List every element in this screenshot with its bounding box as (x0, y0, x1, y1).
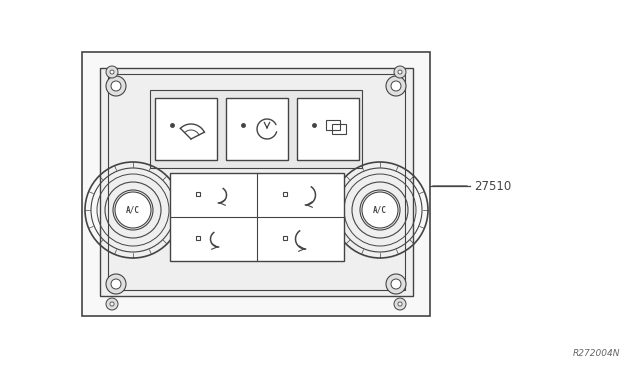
Circle shape (391, 279, 401, 289)
Bar (170, 173, 344, 261)
Circle shape (110, 70, 114, 74)
Circle shape (106, 76, 126, 96)
Bar (226, 98, 288, 160)
Bar (155, 98, 217, 160)
Bar (82, 52, 430, 316)
Text: 27510: 27510 (474, 180, 511, 192)
Circle shape (106, 66, 118, 78)
Circle shape (106, 298, 118, 310)
Bar (297, 98, 359, 160)
Circle shape (362, 192, 398, 228)
Circle shape (106, 274, 126, 294)
Circle shape (110, 302, 114, 306)
Circle shape (394, 298, 406, 310)
Bar (100, 68, 413, 296)
Circle shape (398, 70, 402, 74)
Circle shape (386, 274, 406, 294)
Circle shape (111, 279, 121, 289)
Bar (332, 124, 346, 134)
Circle shape (391, 81, 401, 91)
Circle shape (398, 302, 402, 306)
Circle shape (386, 76, 406, 96)
Text: A/C: A/C (373, 205, 387, 215)
Bar (108, 74, 405, 290)
Text: R272004N: R272004N (573, 349, 620, 358)
Circle shape (115, 192, 151, 228)
Bar (326, 120, 340, 130)
Bar (150, 90, 362, 168)
Circle shape (111, 81, 121, 91)
Text: A/C: A/C (126, 205, 140, 215)
Circle shape (394, 66, 406, 78)
